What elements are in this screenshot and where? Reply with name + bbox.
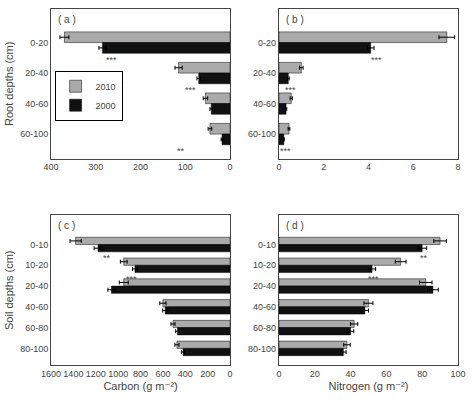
svg-text:***: *** — [106, 55, 117, 65]
svg-text:2000: 2000 — [96, 101, 116, 111]
svg-text:40-60: 40-60 — [25, 99, 48, 109]
svg-text:**: ** — [103, 253, 111, 263]
svg-text:80-100: 80-100 — [248, 344, 276, 354]
svg-text:1000: 1000 — [108, 369, 128, 379]
svg-text:2010: 2010 — [96, 82, 116, 92]
svg-text:80: 80 — [417, 369, 427, 379]
svg-text:0: 0 — [228, 369, 233, 379]
svg-text:600: 600 — [155, 369, 170, 379]
svg-text:300: 300 — [88, 162, 103, 172]
svg-text:20-40: 20-40 — [25, 281, 48, 291]
svg-text:( d ): ( d ) — [286, 220, 304, 231]
svg-text:***: *** — [285, 85, 296, 95]
svg-text:200: 200 — [133, 162, 148, 172]
svg-text:0: 0 — [228, 162, 233, 172]
svg-text:20-40: 20-40 — [253, 68, 276, 78]
svg-text:( c ): ( c ) — [58, 220, 75, 231]
svg-text:60: 60 — [381, 369, 391, 379]
svg-text:0-20: 0-20 — [30, 38, 48, 48]
svg-text:0: 0 — [276, 369, 281, 379]
svg-text:Root depths (cm): Root depths (cm) — [3, 42, 15, 126]
svg-text:40-60: 40-60 — [253, 99, 276, 109]
svg-text:400: 400 — [178, 369, 193, 379]
svg-text:10-20: 10-20 — [25, 260, 48, 270]
svg-text:1400: 1400 — [63, 369, 83, 379]
svg-text:100: 100 — [450, 369, 465, 379]
svg-text:60-80: 60-80 — [253, 323, 276, 333]
svg-text:1600: 1600 — [41, 369, 61, 379]
svg-text:Soil depths (cm): Soil depths (cm) — [3, 250, 15, 329]
svg-text:400: 400 — [43, 162, 58, 172]
svg-text:8: 8 — [455, 162, 460, 172]
svg-text:***: *** — [371, 55, 382, 65]
svg-text:20-40: 20-40 — [25, 68, 48, 78]
svg-text:Carbon (g m⁻²): Carbon (g m⁻²) — [103, 380, 177, 392]
svg-text:0-10: 0-10 — [30, 240, 48, 250]
svg-text:( a ): ( a ) — [58, 14, 76, 25]
svg-text:***: *** — [280, 146, 291, 156]
svg-text:60-100: 60-100 — [248, 129, 276, 139]
svg-text:2: 2 — [321, 162, 326, 172]
svg-text:40-60: 40-60 — [253, 302, 276, 312]
svg-text:1200: 1200 — [86, 369, 106, 379]
svg-text:800: 800 — [133, 369, 148, 379]
svg-text:**: ** — [420, 253, 428, 263]
svg-text:40-60: 40-60 — [25, 302, 48, 312]
svg-text:4: 4 — [366, 162, 371, 172]
svg-text:20-40: 20-40 — [253, 281, 276, 291]
svg-text:0-10: 0-10 — [258, 240, 276, 250]
svg-text:0: 0 — [276, 162, 281, 172]
svg-text:***: *** — [368, 274, 379, 284]
svg-text:10-20: 10-20 — [253, 260, 276, 270]
svg-text:100: 100 — [178, 162, 193, 172]
svg-text:60-100: 60-100 — [20, 129, 48, 139]
svg-text:***: *** — [185, 85, 196, 95]
svg-text:( b ): ( b ) — [286, 14, 304, 25]
svg-text:**: ** — [177, 146, 185, 156]
svg-text:80-100: 80-100 — [20, 344, 48, 354]
svg-text:200: 200 — [200, 369, 215, 379]
svg-text:0-20: 0-20 — [258, 38, 276, 48]
svg-text:60-80: 60-80 — [25, 323, 48, 333]
svg-text:20: 20 — [310, 369, 320, 379]
svg-text:40: 40 — [346, 369, 356, 379]
svg-text:Nitrogen (g m⁻²): Nitrogen (g m⁻²) — [329, 380, 409, 392]
svg-text:6: 6 — [411, 162, 416, 172]
svg-text:***: *** — [126, 274, 137, 284]
